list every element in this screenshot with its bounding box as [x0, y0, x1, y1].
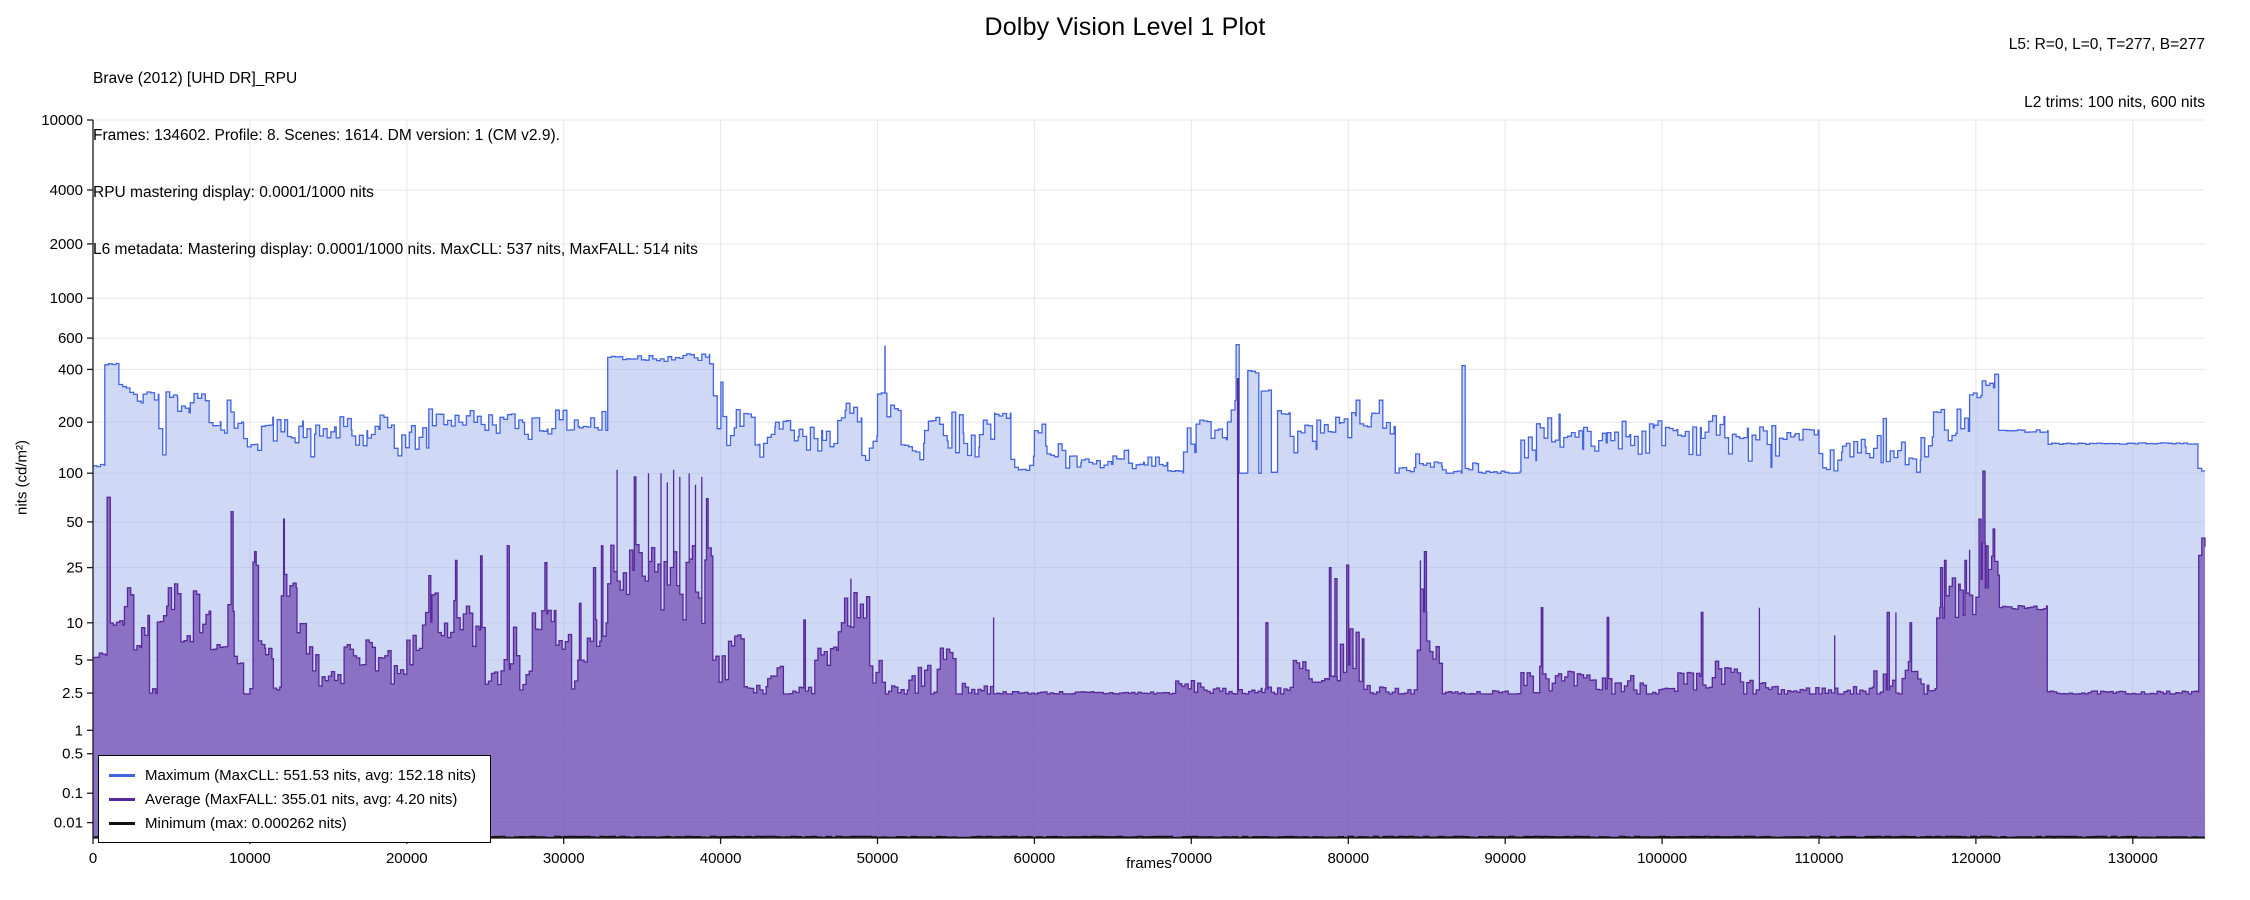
x-tick-label: 130000: [2108, 850, 2158, 867]
x-tick-label: 10000: [229, 850, 271, 867]
max-series-line: [93, 343, 2205, 474]
y-tick-label: 1: [75, 722, 83, 739]
header-l6-metadata: L6 metadata: Mastering display: 0.0001/1…: [93, 241, 698, 258]
maximum-line-swatch: [109, 773, 135, 777]
y-tick-label: 10000: [41, 112, 83, 129]
y-tick-label: 4000: [50, 182, 83, 199]
l2-trims-annotation: L2 trims: 100 nits, 600 nits: [2024, 94, 2205, 111]
x-tick-label: 90000: [1484, 850, 1526, 867]
legend-label-average: Average (MaxFALL: 355.01 nits, avg: 4.20…: [145, 790, 458, 808]
x-tick-label: 40000: [700, 850, 742, 867]
header-rpu-mastering: RPU mastering display: 0.0001/1000 nits: [93, 184, 374, 201]
y-axis-label: nits (cd/m²): [13, 440, 31, 515]
legend-row-maximum: Maximum (MaxCLL: 551.53 nits, avg: 152.1…: [109, 763, 476, 787]
l5-annotation: L5: R=0, L=0, T=277, B=277: [2008, 36, 2205, 53]
legend-label-maximum: Maximum (MaxCLL: 551.53 nits, avg: 152.1…: [145, 766, 476, 784]
minimum-line-swatch: [109, 821, 135, 825]
y-tick-label: 400: [58, 361, 83, 378]
legend: Maximum (MaxCLL: 551.53 nits, avg: 152.1…: [98, 755, 491, 843]
y-tick-label: 100: [58, 465, 83, 482]
average-line-swatch: [109, 797, 135, 801]
x-tick-label: 30000: [543, 850, 585, 867]
header-source-name: Brave (2012) [UHD DR]_RPU: [93, 70, 298, 87]
y-tick-label: 200: [58, 414, 83, 431]
x-tick-label: 20000: [386, 850, 428, 867]
x-tick-label: 110000: [1795, 850, 1844, 867]
legend-row-average: Average (MaxFALL: 355.01 nits, avg: 4.20…: [109, 787, 476, 811]
y-tick-label: 0.1: [62, 785, 83, 802]
legend-row-minimum: Minimum (max: 0.000262 nits): [109, 811, 476, 835]
page-title: Dolby Vision Level 1 Plot: [984, 13, 1266, 41]
x-tick-label: 60000: [1014, 850, 1056, 867]
y-tick-label: 2000: [50, 236, 83, 253]
header-frames-info: Frames: 134602. Profile: 8. Scenes: 1614…: [93, 127, 560, 144]
x-tick-label: 50000: [857, 850, 899, 867]
header-info: Brave (2012) [UHD DR]_RPU Frames: 134602…: [93, 31, 698, 297]
x-axis-label: frames: [1126, 855, 1172, 872]
y-tick-label: 0.5: [62, 746, 83, 763]
y-tick-label: 1000: [50, 290, 83, 307]
avg-series-area: [93, 378, 2205, 838]
y-tick-label: 600: [58, 330, 83, 347]
series-group: [93, 343, 2206, 839]
y-tick-label: 0.01: [54, 815, 83, 832]
avg-series-line: [93, 377, 2206, 695]
x-tick-label: 0: [89, 850, 97, 867]
x-tick-label: 80000: [1327, 850, 1369, 867]
legend-label-minimum: Minimum (max: 0.000262 nits): [145, 814, 347, 832]
x-tick-label: 120000: [1951, 850, 2001, 867]
y-tick-label: 10: [66, 615, 83, 632]
x-tick-label: 100000: [1637, 850, 1687, 867]
x-tick-label: 70000: [1170, 850, 1212, 867]
y-tick-label: 50: [66, 514, 83, 531]
y-tick-label: 2.5: [62, 685, 83, 702]
tick-labels: 1000040002000100060040020010050251052.51…: [41, 112, 2158, 867]
y-tick-label: 25: [66, 560, 83, 577]
y-tick-label: 5: [75, 652, 83, 669]
